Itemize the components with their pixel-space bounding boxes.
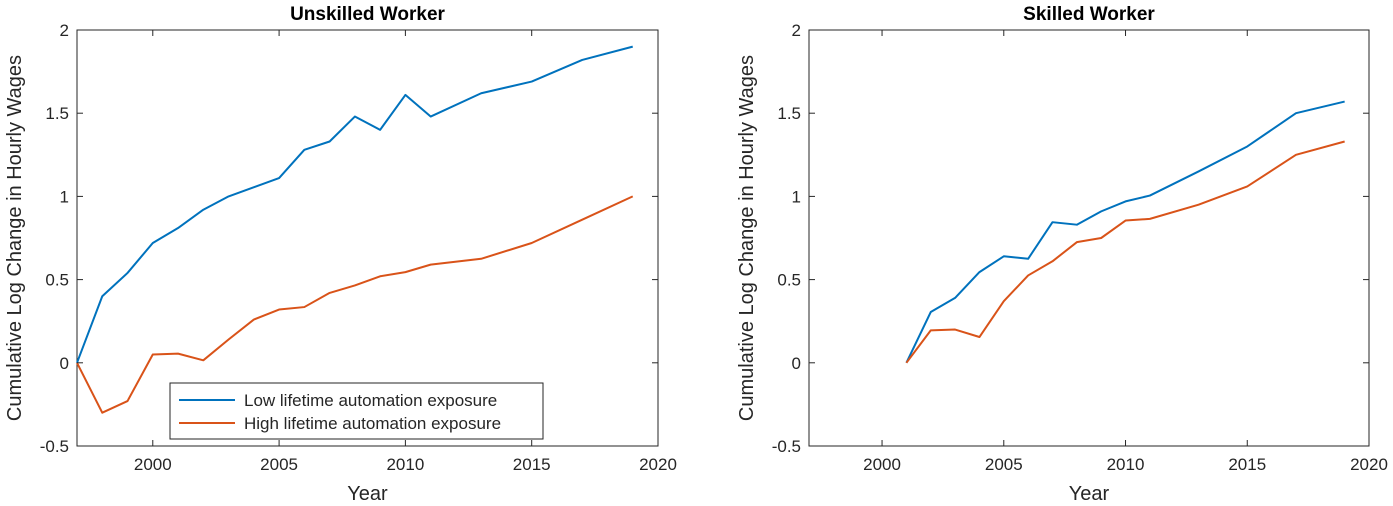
series-line-low-exposure: [905, 100, 1345, 364]
legend: Low lifetime automation exposure High li…: [169, 382, 544, 440]
legend-label-high-exposure: High lifetime automation exposure: [244, 414, 501, 433]
x-tick-label: 2015: [513, 455, 551, 474]
x-axis-label: Year: [347, 483, 388, 505]
y-tick-label: 1.5: [45, 104, 69, 123]
y-tick-label: 0: [60, 354, 69, 373]
x-tick-label: 2015: [1228, 455, 1266, 474]
chart-title: Skilled Worker: [1023, 4, 1155, 25]
y-tick-label: 0.5: [777, 271, 801, 290]
x-axis-label: Year: [1069, 483, 1110, 505]
plot-area: [808, 29, 1370, 447]
series-line-low-exposure: [76, 45, 633, 364]
plot-area: [76, 29, 659, 447]
series-line-high-exposure: [905, 140, 1345, 364]
axis-ticks: 2000 2005 2010 2015 2020 -0.5 0 0.5 1 1.5 2: [40, 21, 677, 474]
y-tick-label: 1: [792, 187, 801, 206]
x-tick-label: 2020: [639, 455, 677, 474]
series-lines: [76, 45, 634, 414]
y-tick-label: -0.5: [40, 437, 69, 456]
y-tick-label: 2: [60, 21, 69, 40]
x-tick-label: 2000: [863, 455, 901, 474]
y-tick-label: 2: [792, 21, 801, 40]
x-tick-label: 2020: [1350, 455, 1388, 474]
axis-ticks: 2000 2005 2010 2015 2020 -0.5 0 0.5 1 1.5 2: [772, 21, 1388, 474]
y-axis-label: Cumulative Log Change in Hourly Wages: [4, 55, 26, 421]
legend-box: [169, 382, 544, 440]
skilled-worker-chart: 2000 2005 2010 2015 2020 -0.5 0 0.5 1 1.5 2 Skille…: [736, 4, 1388, 505]
x-tick-label: 2005: [985, 455, 1023, 474]
y-tick-label: 0: [792, 354, 801, 373]
legend-label-low-exposure: Low lifetime automation exposure: [244, 391, 497, 410]
unskilled-worker-chart: 2000 2005 2010 2015 2020 -0.5 0 0.5 1 1.5 2 Unskil…: [4, 4, 677, 505]
x-tick-label: 2005: [260, 455, 298, 474]
y-axis-label: Cumulative Log Change in Hourly Wages: [736, 55, 758, 421]
y-tick-label: -0.5: [772, 437, 801, 456]
series-line-high-exposure: [76, 195, 634, 414]
series-lines: [905, 100, 1345, 364]
y-tick-label: 1: [60, 187, 69, 206]
x-tick-label: 2010: [386, 455, 424, 474]
y-tick-label: 1.5: [777, 104, 801, 123]
x-tick-label: 2000: [134, 455, 172, 474]
x-tick-label: 2010: [1107, 455, 1145, 474]
y-tick-label: 0.5: [45, 271, 69, 290]
chart-title: Unskilled Worker: [290, 4, 445, 25]
